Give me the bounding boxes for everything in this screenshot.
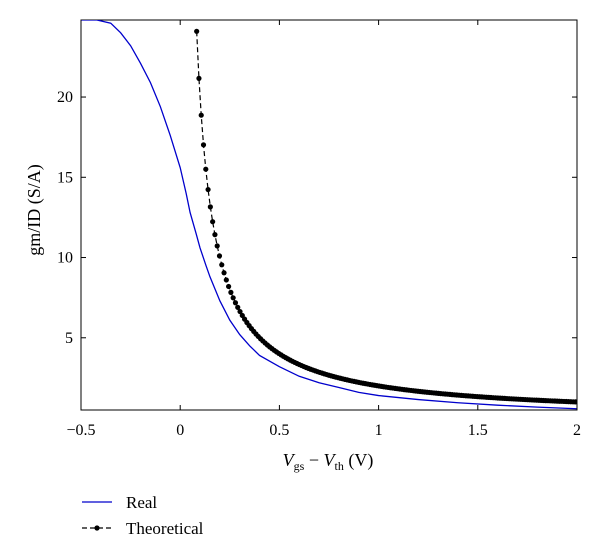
series-theoretical-point bbox=[232, 300, 239, 306]
x-label-sub1: gs bbox=[294, 459, 305, 473]
series-theoretical-point bbox=[235, 304, 241, 310]
y-tick-label: 5 bbox=[65, 330, 73, 347]
legend-label-real: Real bbox=[126, 493, 157, 512]
series-theoretical-point bbox=[228, 289, 234, 295]
plot-area bbox=[80, 19, 578, 411]
x-tick-label: 1 bbox=[375, 422, 383, 439]
series-theoretical-point bbox=[226, 283, 232, 290]
x-tick-label: −0.5 bbox=[66, 422, 95, 439]
y-tick-label: 10 bbox=[57, 250, 73, 267]
series-theoretical-point bbox=[219, 262, 225, 268]
series-theoretical-line bbox=[196, 31, 576, 403]
x-label-v1: V bbox=[283, 450, 296, 470]
tick-labels: −0.5 0 0.5 1 1.5 2 5 10 15 20 bbox=[57, 89, 581, 439]
series-theoretical-point bbox=[237, 308, 243, 315]
axis-ticks bbox=[80, 20, 578, 410]
x-tick-label: 0.5 bbox=[269, 422, 289, 439]
series-theoretical-point bbox=[198, 112, 204, 118]
legend-label-theoretical: Theoretical bbox=[126, 519, 204, 538]
series-theoretical-point bbox=[196, 75, 202, 81]
series-theoretical-point bbox=[207, 204, 213, 210]
legend: Real Theoretical bbox=[82, 493, 204, 538]
x-tick-label: 1.5 bbox=[468, 422, 488, 439]
x-label-minus: − bbox=[304, 450, 323, 470]
x-axis-label: Vgs − Vth (V) bbox=[283, 450, 374, 473]
legend-marker-theoretical bbox=[94, 525, 100, 531]
series-theoretical-point bbox=[205, 186, 211, 193]
x-label-v2: V bbox=[323, 450, 336, 470]
series-theoretical-point bbox=[214, 243, 220, 249]
series-theoretical-point bbox=[572, 399, 577, 405]
y-tick-label: 15 bbox=[57, 169, 73, 186]
x-tick-label: 0 bbox=[176, 422, 184, 439]
series-theoretical-point bbox=[216, 253, 223, 259]
series-real-line bbox=[81, 20, 577, 410]
y-tick-label: 20 bbox=[57, 89, 73, 106]
series-theoretical-point bbox=[221, 270, 227, 276]
series-theoretical-point bbox=[212, 232, 218, 238]
series-theoretical-point bbox=[203, 166, 209, 172]
plot-frame bbox=[80, 19, 578, 411]
series-theoretical-point bbox=[200, 142, 207, 148]
x-label-sub2: th bbox=[334, 459, 343, 473]
series-theoretical-point bbox=[194, 28, 200, 34]
y-axis-label: gm/ID (S/A) bbox=[24, 164, 45, 256]
series-theoretical-point bbox=[223, 277, 229, 283]
x-label-unit: (V) bbox=[344, 450, 374, 471]
x-tick-label: 2 bbox=[573, 422, 581, 439]
series-theoretical-point bbox=[230, 295, 236, 301]
series-theoretical-point bbox=[210, 219, 216, 225]
